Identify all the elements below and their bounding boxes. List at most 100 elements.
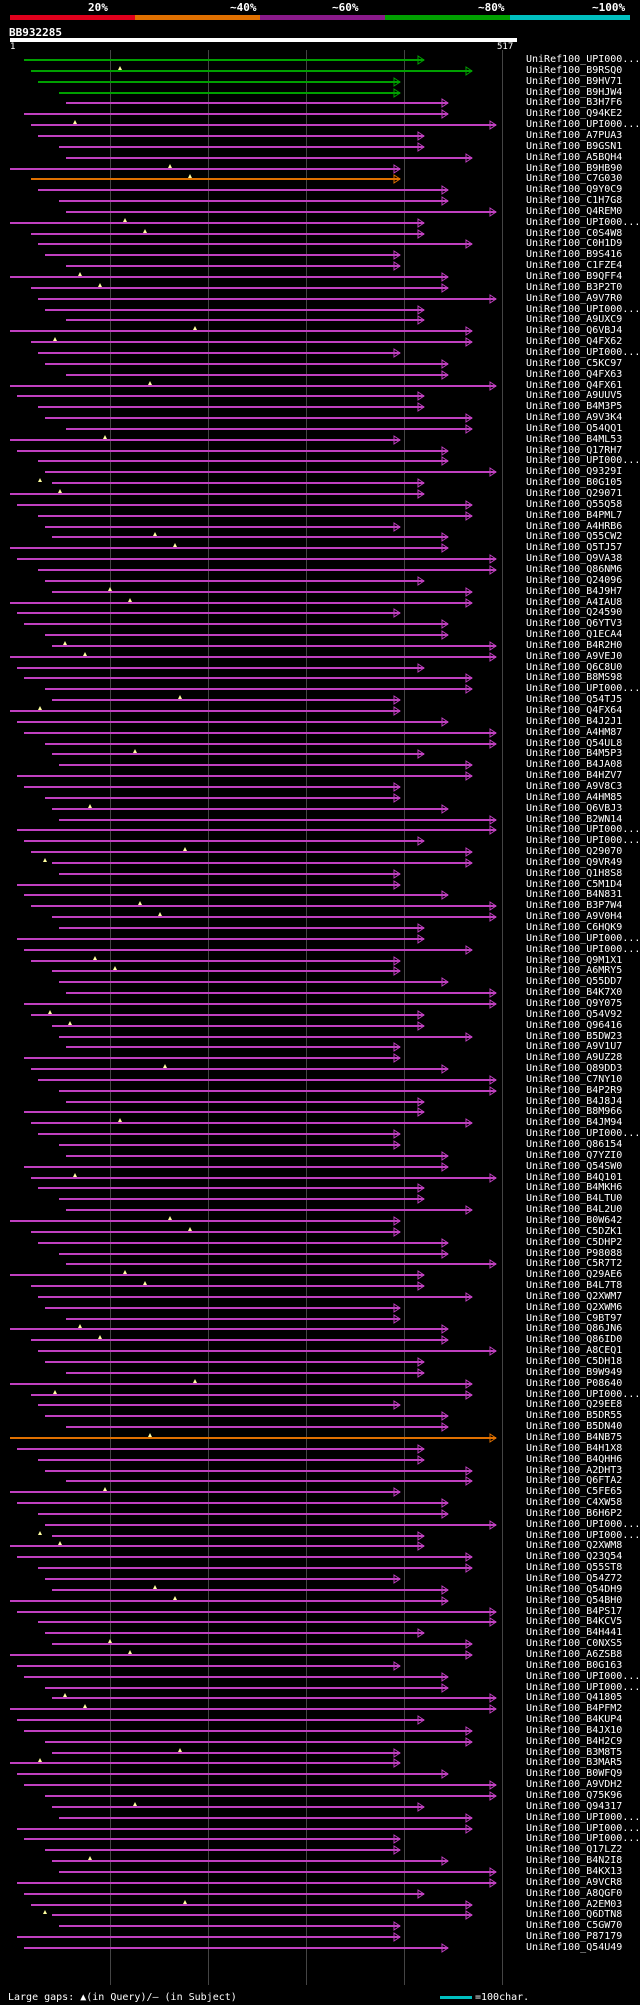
hit-label[interactable]: UniRef100_UPI000...	[526, 944, 640, 955]
hit-label[interactable]: UniRef100_B4L2U0	[526, 1204, 623, 1215]
hit-label[interactable]: UniRef100_B6H6P2	[526, 1508, 623, 1519]
hit-label[interactable]: UniRef100_UPI000...	[526, 455, 640, 466]
hit-label[interactable]: UniRef100_C0NXS5	[526, 1638, 623, 1649]
hit-label[interactable]: UniRef100_B4Q101	[526, 1172, 623, 1183]
hit-label[interactable]: UniRef100_B9HJW4	[526, 87, 623, 98]
hit-label[interactable]: UniRef100_UPI000...	[526, 347, 640, 358]
hit-label[interactable]: UniRef100_B3MAR5	[526, 1757, 623, 1768]
hit-label[interactable]: UniRef100_B9GSN1	[526, 141, 623, 152]
hit-label[interactable]: UniRef100_A9VEJ0	[526, 651, 623, 662]
hit-label[interactable]: UniRef100_Q54U49	[526, 1942, 623, 1953]
hit-label[interactable]: UniRef100_Q54BH0	[526, 1595, 623, 1606]
hit-label[interactable]: UniRef100_C5FE65	[526, 1486, 623, 1497]
hit-label[interactable]: UniRef100_B5DW23	[526, 1031, 623, 1042]
hit-label[interactable]: UniRef100_B4P2R9	[526, 1085, 623, 1096]
hit-label[interactable]: UniRef100_UPI000...	[526, 1389, 640, 1400]
hit-label[interactable]: UniRef100_C5R7T2	[526, 1258, 623, 1269]
hit-label[interactable]: UniRef100_B3P7W4	[526, 900, 623, 911]
hit-label[interactable]: UniRef100_B3P2T0	[526, 282, 623, 293]
hit-label[interactable]: UniRef100_Q9VA38	[526, 553, 623, 564]
hit-label[interactable]: UniRef100_Q2XWM7	[526, 1291, 623, 1302]
hit-label[interactable]: UniRef100_A6ZSB8	[526, 1649, 623, 1660]
hit-label[interactable]: UniRef100_A2DHT3	[526, 1465, 623, 1476]
hit-label[interactable]: UniRef100_A9V3K4	[526, 412, 623, 423]
hit-label[interactable]: UniRef100_UPI000...	[526, 683, 640, 694]
hit-label[interactable]: UniRef100_Q23Q54	[526, 1551, 623, 1562]
hit-label[interactable]: UniRef100_B9HB90	[526, 163, 623, 174]
hit-label[interactable]: UniRef100_B9QFF4	[526, 271, 623, 282]
hit-label[interactable]: UniRef100_B4J8J4	[526, 1096, 623, 1107]
hit-label[interactable]: UniRef100_B4N2I8	[526, 1855, 623, 1866]
hit-label[interactable]: UniRef100_Q54QQ1	[526, 423, 623, 434]
hit-label[interactable]: UniRef100_B0G163	[526, 1660, 623, 1671]
hit-label[interactable]: UniRef100_C7G030	[526, 173, 623, 184]
hit-label[interactable]: UniRef100_Q54SW0	[526, 1161, 623, 1172]
hit-label[interactable]: UniRef100_UPI000...	[526, 824, 640, 835]
hit-label[interactable]: UniRef100_B4PML7	[526, 510, 623, 521]
hit-label[interactable]: UniRef100_C5KC97	[526, 358, 623, 369]
hit-label[interactable]: UniRef100_B4KX13	[526, 1866, 623, 1877]
hit-label[interactable]: UniRef100_B4J9H7	[526, 586, 623, 597]
hit-label[interactable]: UniRef100_B4QHH6	[526, 1454, 623, 1465]
hit-label[interactable]: UniRef100_Q17LZ2	[526, 1844, 623, 1855]
hit-label[interactable]: UniRef100_B9RSQ0	[526, 65, 623, 76]
hit-label[interactable]: UniRef100_Q29EE8	[526, 1399, 623, 1410]
hit-label[interactable]: UniRef100_A5BQH4	[526, 152, 623, 163]
hit-label[interactable]: UniRef100_A4HM87	[526, 727, 623, 738]
hit-label[interactable]: UniRef100_Q9M1X1	[526, 955, 623, 966]
hit-label[interactable]: UniRef100_Q4FX64	[526, 705, 623, 716]
hit-label[interactable]: UniRef100_C9BT97	[526, 1313, 623, 1324]
hit-label[interactable]: UniRef100_Q24096	[526, 575, 623, 586]
hit-label[interactable]: UniRef100_Q89DD3	[526, 1063, 623, 1074]
hit-label[interactable]: UniRef100_P08640	[526, 1378, 623, 1389]
hit-label[interactable]: UniRef100_Q96416	[526, 1020, 623, 1031]
hit-label[interactable]: UniRef100_A9UUV5	[526, 390, 623, 401]
hit-label[interactable]: UniRef100_A7PUA3	[526, 130, 623, 141]
hit-label[interactable]: UniRef100_B4JA08	[526, 759, 623, 770]
hit-label[interactable]: UniRef100_Q54TJ5	[526, 694, 623, 705]
hit-label[interactable]: UniRef100_B3M8T5	[526, 1747, 623, 1758]
hit-label[interactable]: UniRef100_B4H2C9	[526, 1736, 623, 1747]
hit-label[interactable]: UniRef100_UPI000...	[526, 304, 640, 315]
hit-label[interactable]: UniRef100_UPI000...	[526, 933, 640, 944]
hit-label[interactable]: UniRef100_Q54V92	[526, 1009, 623, 1020]
hit-label[interactable]: UniRef100_C1FZE4	[526, 260, 623, 271]
hit-label[interactable]: UniRef100_B5DR55	[526, 1410, 623, 1421]
hit-label[interactable]: UniRef100_B4PFM2	[526, 1703, 623, 1714]
hit-label[interactable]: UniRef100_UPI000...	[526, 835, 640, 846]
hit-label[interactable]: UniRef100_C6HQK9	[526, 922, 623, 933]
hit-label[interactable]: UniRef100_C7NY10	[526, 1074, 623, 1085]
hit-label[interactable]: UniRef100_Q94317	[526, 1801, 623, 1812]
hit-label[interactable]: UniRef100_B4KCV5	[526, 1616, 623, 1627]
hit-label[interactable]: UniRef100_Q5TJ57	[526, 542, 623, 553]
hit-label[interactable]: UniRef100_B4M3P5	[526, 401, 623, 412]
hit-label[interactable]: UniRef100_Q55ST8	[526, 1562, 623, 1573]
hit-label[interactable]: UniRef100_B4M5P3	[526, 748, 623, 759]
hit-label[interactable]: UniRef100_C5DH18	[526, 1356, 623, 1367]
hit-label[interactable]: UniRef100_B4MKH6	[526, 1182, 623, 1193]
hit-label[interactable]: UniRef100_B4ML53	[526, 434, 623, 445]
hit-label[interactable]: UniRef100_Q9Y075	[526, 998, 623, 1009]
hit-label[interactable]: UniRef100_A9UZ28	[526, 1052, 623, 1063]
hit-label[interactable]: UniRef100_Q29AE6	[526, 1269, 623, 1280]
hit-label[interactable]: UniRef100_B4K7X0	[526, 987, 623, 998]
hit-label[interactable]: UniRef100_Q2XWM8	[526, 1540, 623, 1551]
hit-label[interactable]: UniRef100_A4HM85	[526, 792, 623, 803]
hit-label[interactable]: UniRef100_Q4FX61	[526, 380, 623, 391]
hit-label[interactable]: UniRef100_A8CEQ1	[526, 1345, 623, 1356]
hit-label[interactable]: UniRef100_Q54Z72	[526, 1573, 623, 1584]
hit-label[interactable]: UniRef100_UPI000...	[526, 54, 640, 65]
hit-label[interactable]: UniRef100_B8M966	[526, 1106, 623, 1117]
hit-label[interactable]: UniRef100_Q55DD7	[526, 976, 623, 987]
hit-label[interactable]: UniRef100_A2EM03	[526, 1899, 623, 1910]
hit-label[interactable]: UniRef100_Q6C8U0	[526, 662, 623, 673]
hit-label[interactable]: UniRef100_UPI000...	[526, 1823, 640, 1834]
hit-label[interactable]: UniRef100_UPI000...	[526, 1682, 640, 1693]
hit-label[interactable]: UniRef100_C5DZK1	[526, 1226, 623, 1237]
hit-label[interactable]: UniRef100_P87179	[526, 1931, 623, 1942]
hit-label[interactable]: UniRef100_Q86ID0	[526, 1334, 623, 1345]
hit-label[interactable]: UniRef100_Q86154	[526, 1139, 623, 1150]
hit-label[interactable]: UniRef100_Q41805	[526, 1692, 623, 1703]
hit-label[interactable]: UniRef100_Q54UL8	[526, 738, 623, 749]
hit-label[interactable]: UniRef100_A6MRY5	[526, 965, 623, 976]
